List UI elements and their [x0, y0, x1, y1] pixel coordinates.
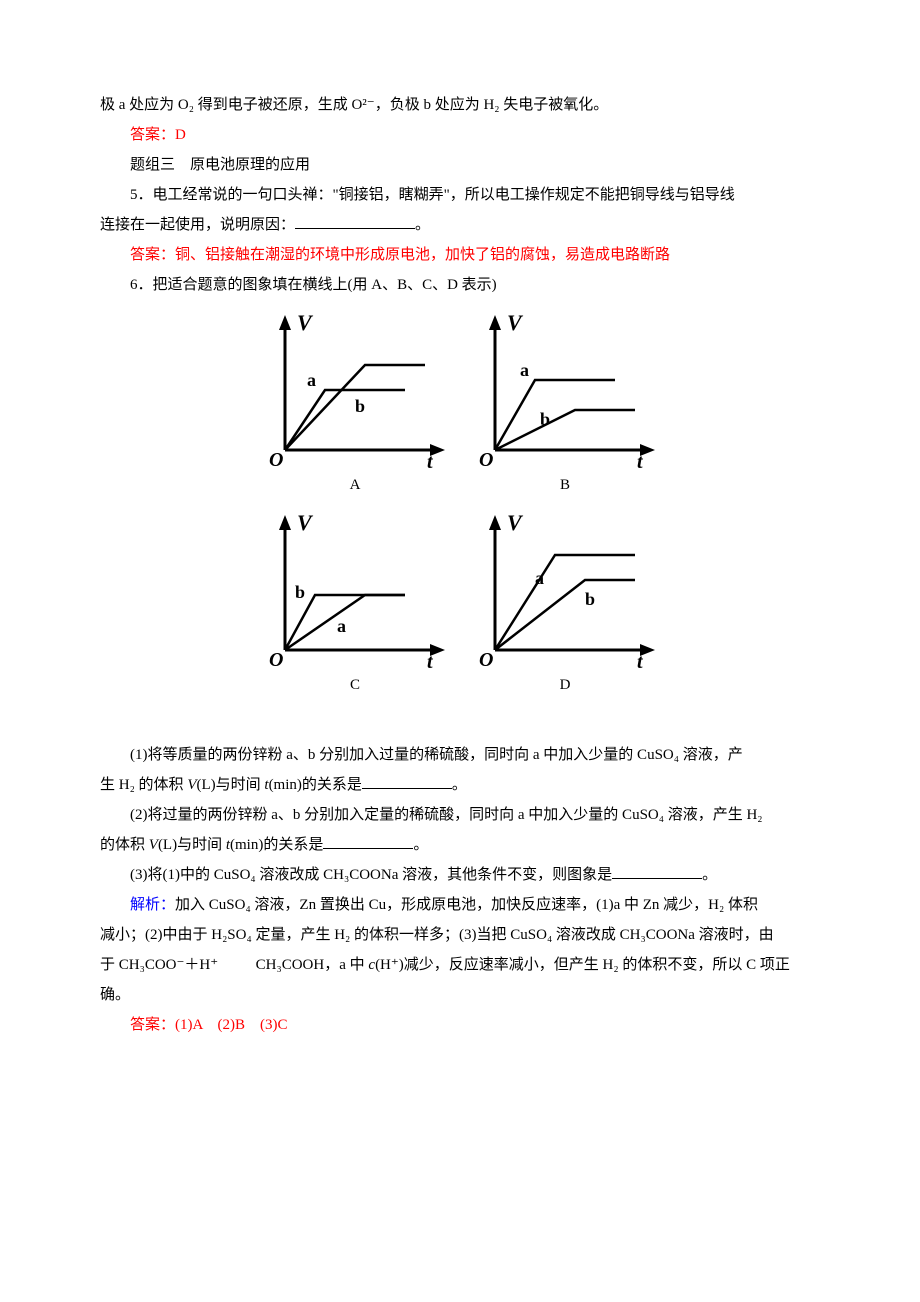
analysis-line1: 解析：加入 CuSO₄ 溶液，Zn 置换出 Cu，形成原电池，加快反应速率，(1…	[100, 890, 820, 920]
analysis-line2: 减小；(2)中由于 H₂SO₄ 定量，产生 H₂ 的体积一样多；(3)当把 Cu…	[100, 920, 820, 950]
q5-line2-text: 连接在一起使用，说明原因：	[100, 217, 295, 233]
svg-text:a: a	[307, 370, 316, 390]
svg-text:b: b	[540, 409, 550, 429]
svg-text:O: O	[269, 649, 283, 670]
q6-2-unit: (L)与时间	[158, 837, 226, 853]
q6-2-line2: 的体积 V(L)与时间 t(min)的关系是。	[100, 830, 820, 860]
label-C: C	[250, 670, 460, 700]
label-D: D	[460, 670, 670, 700]
svg-text:b: b	[295, 582, 305, 602]
chart-D: V t O a b	[460, 510, 670, 670]
q6-2-line1: (2)将过量的两份锌粉 a、b 分别加入定量的稀硫酸，同时向 a 中加入少量的 …	[100, 800, 820, 830]
q6-text: 6．把适合题意的图象填在横线上(用 A、B、C、D 表示)	[100, 270, 820, 300]
label-B: B	[460, 470, 670, 500]
labels-row-1: A B	[100, 470, 820, 500]
analysis-label: 解析：	[130, 897, 175, 913]
analysis-line4: 确。	[100, 980, 820, 1010]
svg-text:b: b	[585, 589, 595, 609]
q6-1-line1: (1)将等质量的两份锌粉 a、b 分别加入过量的稀硫酸，同时向 a 中加入少量的…	[100, 740, 820, 770]
analysis-1a: 加入 CuSO₄ 溶液，Zn 置换出 Cu，形成原电池，加快反应速率，(1)a …	[175, 897, 758, 913]
analysis-1c-post: CH₃COOH，a 中	[256, 957, 369, 973]
q6-1-unit: (L)与时间	[196, 777, 264, 793]
q5-period: 。	[415, 217, 430, 233]
svg-text:V: V	[507, 510, 524, 535]
q6-3-text: (3)将(1)中的 CuSO₄ 溶液改成 CH₃COONa 溶液，其他条件不变，…	[130, 867, 612, 883]
svg-text:O: O	[479, 649, 493, 670]
q6-2-blank	[323, 833, 413, 849]
q6-1-end: (min)的关系是	[269, 777, 362, 793]
q5-answer: 答案：铜、铝接触在潮湿的环境中形成原电池，加快了铝的腐蚀，易造成电路断路	[100, 240, 820, 270]
q6-3-blank	[612, 863, 702, 879]
charts-row-1: V t O a b V t O a b	[100, 310, 820, 470]
labels-row-2: C D	[100, 670, 820, 700]
svg-text:V: V	[297, 510, 314, 535]
q6-3-period: 。	[702, 867, 717, 883]
svg-text:b: b	[355, 396, 365, 416]
q6-2-V: V	[149, 837, 158, 853]
chart-C: V t O b a	[250, 510, 460, 670]
chart-A: V t O a b	[250, 310, 460, 470]
svg-text:a: a	[520, 360, 529, 380]
q6-1-line2: 生 H₂ 的体积 V(L)与时间 t(min)的关系是。	[100, 770, 820, 800]
q6-1-period: 。	[452, 777, 467, 793]
analysis-1c-mid: (H⁺)减少，反应速率减小，但产生 H₂ 的体积不变，所以 C 项正	[375, 957, 790, 973]
charts-row-2: V t O b a V t O a b	[100, 510, 820, 670]
q6-2-period: 。	[413, 837, 428, 853]
q5-line1: 5．电工经常说的一句口头禅："铜接铝，瞎糊弄"，所以电工操作规定不能把铜导线与铝…	[100, 180, 820, 210]
answer-d-text: 答案：D	[130, 127, 186, 143]
q5-line2: 连接在一起使用，说明原因： 。	[100, 210, 820, 240]
chart-B: V t O a b	[460, 310, 670, 470]
q6-2-pre: 的体积	[100, 837, 149, 853]
q6-1-blank	[362, 773, 452, 789]
group-title: 题组三 原电池原理的应用	[100, 150, 820, 180]
svg-text:V: V	[507, 310, 524, 335]
svg-text:O: O	[479, 449, 493, 470]
svg-text:V: V	[297, 310, 314, 335]
analysis-line3: 于 CH₃COO⁻＋H⁺ CH₃COOH，a 中 c(H⁺)减少，反应速率减小，…	[100, 950, 820, 980]
final-answer-text: 答案：(1)A (2)B (3)C	[130, 1017, 288, 1033]
q5-answer-text: 答案：铜、铝接触在潮湿的环境中形成原电池，加快了铝的腐蚀，易造成电路断路	[130, 247, 670, 263]
answer-d: 答案：D	[100, 120, 820, 150]
final-answer: 答案：(1)A (2)B (3)C	[100, 1010, 820, 1040]
q5-blank	[295, 213, 415, 229]
label-A: A	[250, 470, 460, 500]
svg-text:a: a	[337, 616, 346, 636]
line-continuation: 极 a 处应为 O₂ 得到电子被还原，生成 O²⁻，负极 b 处应为 H₂ 失电…	[100, 90, 820, 120]
analysis-1c-pre: 于 CH₃COO⁻＋H⁺	[100, 957, 218, 973]
q6-3: (3)将(1)中的 CuSO₄ 溶液改成 CH₃COONa 溶液，其他条件不变，…	[100, 860, 820, 890]
q6-1-pre: 生 H₂ 的体积	[100, 777, 187, 793]
svg-text:O: O	[269, 449, 283, 470]
q6-2-end: (min)的关系是	[230, 837, 323, 853]
svg-text:a: a	[535, 568, 544, 588]
